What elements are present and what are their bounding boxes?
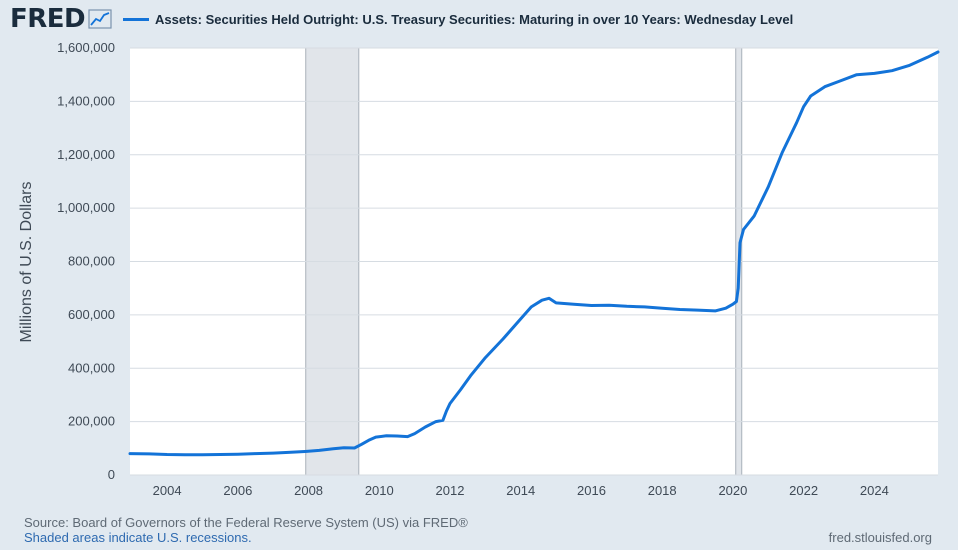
y-tick-label: 0 <box>108 467 115 482</box>
y-axis-label: Millions of U.S. Dollars <box>18 182 35 343</box>
x-tick-label: 2020 <box>718 483 747 498</box>
fred-url-link[interactable]: fred.stlouisfed.org <box>828 530 932 545</box>
y-tick-label: 600,000 <box>68 307 115 322</box>
x-tick-label: 2012 <box>436 483 465 498</box>
y-tick-label: 1,400,000 <box>57 93 115 108</box>
x-tick-label: 2006 <box>223 483 252 498</box>
x-tick-label: 2008 <box>294 483 323 498</box>
x-tick-label: 2022 <box>789 483 818 498</box>
y-gridlines <box>130 47 938 476</box>
fred-logo-text: FRED <box>10 4 86 34</box>
x-tick-label: 2010 <box>365 483 394 498</box>
y-tick-label: 200,000 <box>68 414 115 429</box>
series-lines <box>128 50 940 457</box>
x-tick-label: 2024 <box>860 483 889 498</box>
x-tick-labels: 2004 2006 2008 2010 2012 2014 2016 2018 2020 2022… <box>153 483 889 498</box>
x-tick-label: 2004 <box>153 483 182 498</box>
series-line-0 <box>128 50 940 457</box>
legend-swatch <box>123 18 149 21</box>
line-chart-icon <box>88 9 112 29</box>
y-tick-label: 400,000 <box>68 360 115 375</box>
legend-label: Assets: Securities Held Outright: U.S. T… <box>155 12 794 27</box>
x-tick-label: 2014 <box>506 483 535 498</box>
y-tick-label: 800,000 <box>68 254 115 269</box>
source-note: Source: Board of Governors of the Federa… <box>24 515 468 530</box>
y-tick-label: 1,200,000 <box>57 147 115 162</box>
y-tick-labels: 0 200,000 400,000 600,000 800,000 1,000,000 1,… <box>57 40 115 482</box>
fred-logo[interactable]: FRED <box>10 4 112 34</box>
y-tick-label: 1,000,000 <box>57 200 115 215</box>
x-tick-label: 2018 <box>648 483 677 498</box>
recession-note: Shaded areas indicate U.S. recessions. <box>24 530 252 545</box>
chart-header: FRED Assets: Securities Held Outright: U… <box>0 0 958 44</box>
x-tick-label: 2016 <box>577 483 606 498</box>
chart-legend: Assets: Securities Held Outright: U.S. T… <box>123 12 793 27</box>
y-tick-label: 1,600,000 <box>57 40 115 55</box>
